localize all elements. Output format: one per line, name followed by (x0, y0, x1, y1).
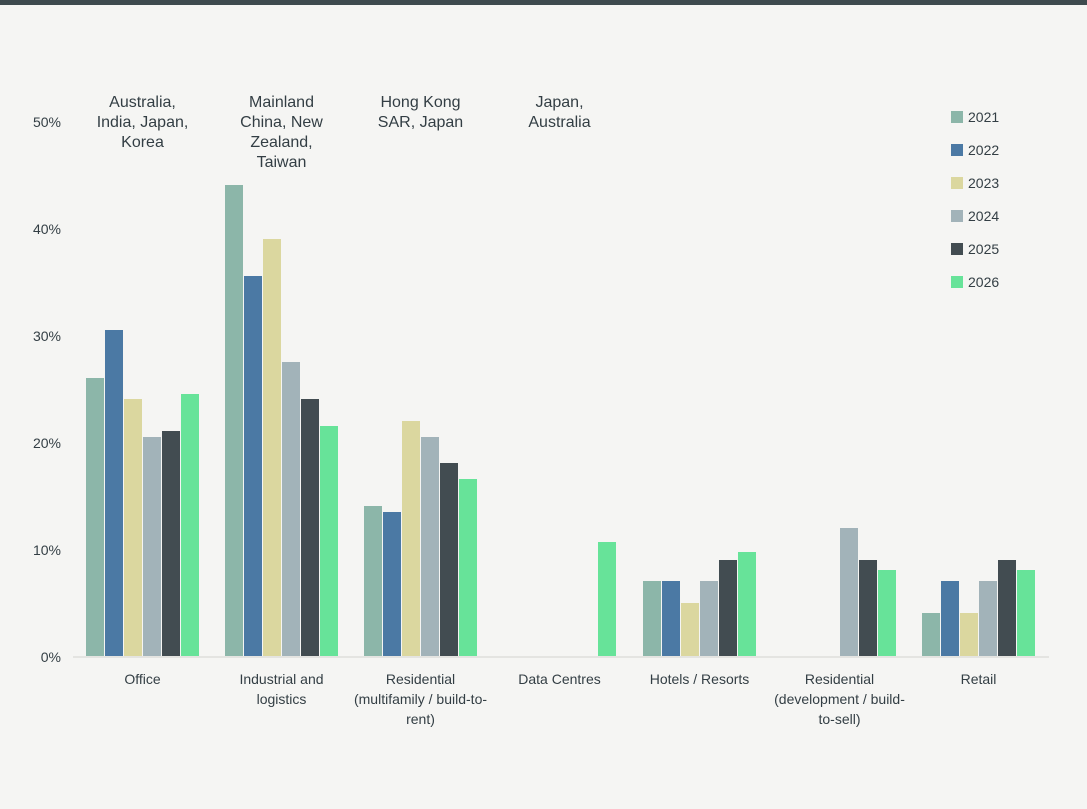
category-label: Residential (development / build-to-sell… (774, 671, 905, 727)
legend-swatch-icon (951, 209, 963, 222)
legend-label: 2024 (968, 207, 1000, 224)
region-annotation: Australia, India, Japan, Korea (96, 94, 189, 151)
bar-group (86, 122, 199, 656)
y-axis-tick-label: 20% (32, 435, 61, 451)
bar-2022 (105, 329, 123, 656)
y-axis-tick-label: 50% (32, 114, 61, 130)
bar-2021 (86, 377, 104, 656)
category-label: Office (124, 671, 161, 687)
bar-group (503, 122, 616, 656)
bar-2026 (738, 552, 756, 656)
bar-2023 (402, 420, 420, 656)
legend-label: 2026 (968, 273, 1000, 290)
legend-swatch-icon (951, 176, 963, 189)
legend-swatch-icon (951, 275, 963, 288)
legend-swatch-icon (951, 143, 963, 156)
bar-2023 (681, 602, 699, 656)
legend-item: 2023 (951, 166, 999, 199)
region-annotation: Mainland China, New Zealand, Taiwan (240, 94, 323, 171)
bar-2025 (719, 559, 737, 656)
bar-2022 (941, 581, 959, 656)
bar-2025 (998, 559, 1016, 656)
bar-2026 (459, 479, 477, 656)
x-axis-baseline (73, 656, 1049, 658)
bar-2021 (643, 581, 661, 656)
legend-label: 2021 (968, 108, 1000, 125)
legend-item: 2024 (951, 199, 999, 232)
legend-label: 2022 (968, 141, 1000, 158)
bar-2026 (1017, 570, 1035, 656)
bar-2026 (598, 541, 616, 656)
bar-2022 (662, 581, 680, 656)
legend-label: 2023 (968, 174, 1000, 191)
legend-item: 2026 (951, 265, 999, 298)
y-axis-tick-label: 40% (32, 221, 61, 237)
bar-2026 (878, 570, 896, 656)
bar-2021 (922, 613, 940, 656)
bar-2024 (840, 527, 858, 656)
bar-2024 (700, 581, 718, 656)
category-label: Industrial and logistics (239, 671, 324, 707)
category-label: Retail (960, 671, 997, 687)
bar-group (225, 122, 338, 656)
bar-2021 (225, 185, 243, 656)
y-axis-tick-label: 0% (40, 649, 61, 665)
legend-swatch-icon (951, 110, 963, 123)
bar-2024 (143, 436, 161, 656)
category-label: Hotels / Resorts (649, 671, 750, 687)
legend-label: 2025 (968, 240, 1000, 257)
region-annotation: Hong Kong SAR, Japan (377, 94, 464, 131)
y-axis-tick-label: 10% (32, 542, 61, 558)
year-legend: 2021 2022 2023 2024 2025 2026 (951, 100, 999, 298)
bar-2025 (301, 399, 319, 656)
legend-swatch-icon (951, 242, 963, 255)
legend-item: 2022 (951, 133, 999, 166)
legend-item: 2025 (951, 232, 999, 265)
category-label: Data Centres (518, 671, 601, 687)
bar-2026 (320, 425, 338, 656)
bar-2026 (181, 393, 199, 656)
bar-2024 (421, 436, 439, 656)
bar-2024 (282, 361, 300, 656)
bar-2023 (960, 613, 978, 656)
bar-2024 (979, 581, 997, 656)
bar-2023 (263, 238, 281, 656)
bar-2025 (162, 431, 180, 656)
bar-2023 (124, 399, 142, 656)
bar-2022 (244, 276, 262, 656)
region-annotation: Japan, Australia (528, 94, 591, 131)
category-label: Residential (multifamily / build-to-rent… (353, 671, 488, 727)
bar-2025 (440, 463, 458, 656)
bar-2021 (364, 506, 382, 656)
bar-group (922, 122, 1035, 656)
bar-2022 (383, 511, 401, 656)
y-axis-tick-label: 30% (32, 328, 61, 344)
legend-item: 2021 (951, 100, 999, 133)
bar-2025 (859, 559, 877, 656)
bar-group (643, 122, 756, 656)
top-accent-bar (0, 0, 1087, 5)
bar-group (364, 122, 477, 656)
bar-group (783, 122, 896, 656)
